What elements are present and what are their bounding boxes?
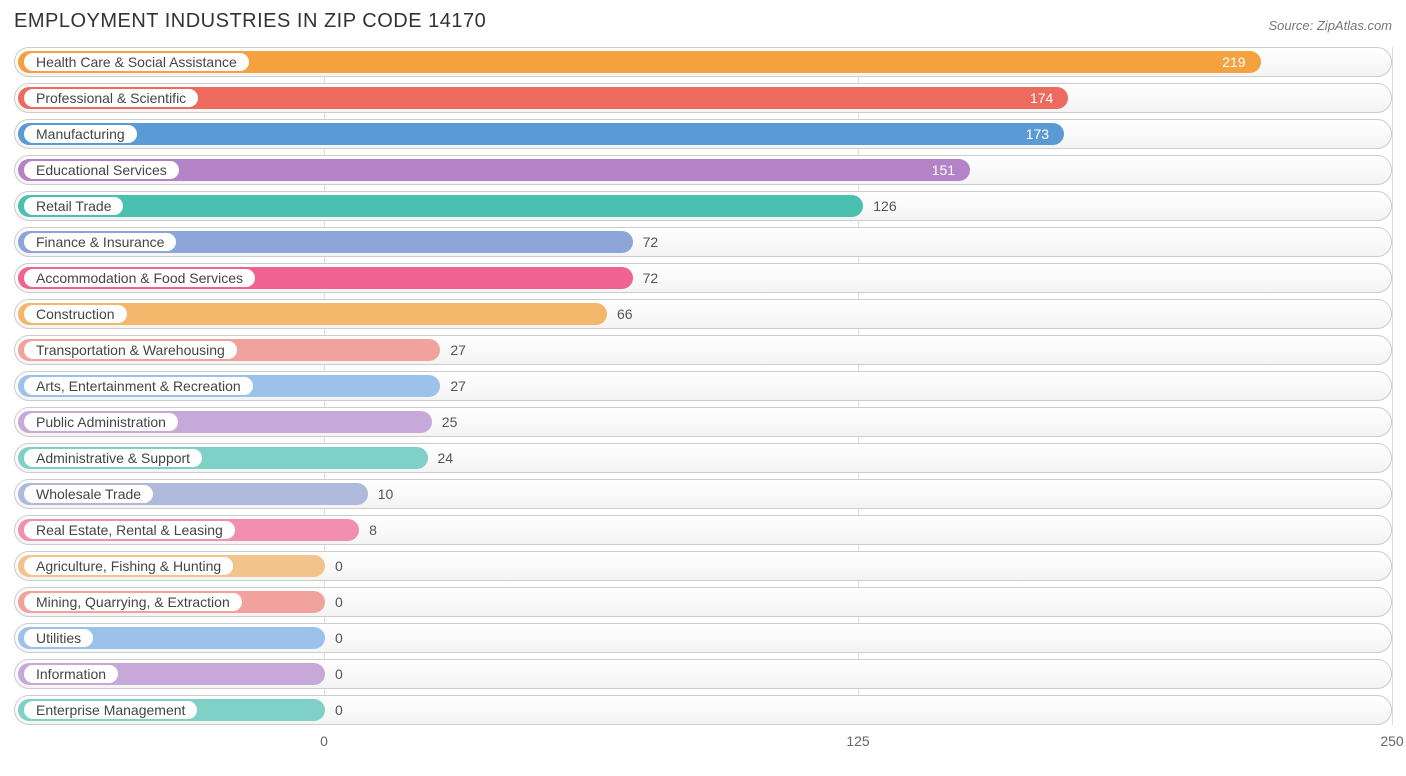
value-label: 0 (325, 624, 343, 652)
category-label: Enterprise Management (24, 701, 197, 719)
category-label: Agriculture, Fishing & Hunting (24, 557, 233, 575)
bar-row: Educational Services151 (14, 155, 1392, 185)
bar-row: Enterprise Management 0 (14, 695, 1392, 725)
value-label: 173 (15, 120, 1061, 148)
bar-row: Public Administration 25 (14, 407, 1392, 437)
bar-row: Wholesale Trade 10 (14, 479, 1392, 509)
chart-source: Source: ZipAtlas.com (1268, 18, 1392, 33)
bar-row: Transportation & Warehousing 27 (14, 335, 1392, 365)
bar-row: Health Care & Social Assistance219 (14, 47, 1392, 77)
value-label: 0 (325, 696, 343, 724)
value-label: 126 (863, 192, 896, 220)
category-label: Mining, Quarrying, & Extraction (24, 593, 242, 611)
bar-row: Administrative & Support 24 (14, 443, 1392, 473)
bar-row: Professional & Scientific174 (14, 83, 1392, 113)
value-label: 0 (325, 660, 343, 688)
bar-row: Information 0 (14, 659, 1392, 689)
value-label: 24 (428, 444, 454, 472)
bar-row: Finance & Insurance 72 (14, 227, 1392, 257)
category-label: Retail Trade (24, 197, 123, 215)
chart-area: Health Care & Social Assistance219 Profes… (14, 47, 1392, 753)
value-label: 25 (432, 408, 458, 436)
category-label: Utilities (24, 629, 93, 647)
bar-row: Accommodation & Food Services 72 (14, 263, 1392, 293)
category-label: Finance & Insurance (24, 233, 176, 251)
value-label: 27 (440, 372, 466, 400)
gridline (1392, 47, 1393, 725)
bar-row: Mining, Quarrying, & Extraction 0 (14, 587, 1392, 617)
chart-title: EMPLOYMENT INDUSTRIES IN ZIP CODE 14170 (14, 10, 486, 33)
category-label: Administrative & Support (24, 449, 202, 467)
bar-row: Agriculture, Fishing & Hunting 0 (14, 551, 1392, 581)
axis-tick: 250 (1380, 733, 1403, 749)
value-label: 72 (633, 264, 659, 292)
category-label: Construction (24, 305, 127, 323)
category-label: Real Estate, Rental & Leasing (24, 521, 235, 539)
value-label: 0 (325, 552, 343, 580)
bar-row: Arts, Entertainment & Recreation 27 (14, 371, 1392, 401)
category-label: Wholesale Trade (24, 485, 153, 503)
chart-header: EMPLOYMENT INDUSTRIES IN ZIP CODE 14170 … (14, 10, 1392, 33)
axis-tick: 0 (320, 733, 328, 749)
bar-row: Construction 66 (14, 299, 1392, 329)
x-axis: 0125250 (14, 731, 1392, 753)
value-label: 174 (15, 84, 1065, 112)
axis-tick: 125 (846, 733, 869, 749)
value-label: 27 (440, 336, 466, 364)
bar-row: Retail Trade 126 (14, 191, 1392, 221)
value-label: 10 (368, 480, 394, 508)
value-label: 72 (633, 228, 659, 256)
value-label: 66 (607, 300, 633, 328)
category-label: Information (24, 665, 118, 683)
category-label: Transportation & Warehousing (24, 341, 237, 359)
bar-row: Utilities 0 (14, 623, 1392, 653)
category-label: Accommodation & Food Services (24, 269, 255, 287)
value-label: 219 (15, 48, 1258, 76)
value-label: 151 (15, 156, 967, 184)
value-label: 8 (359, 516, 377, 544)
bars-container: Health Care & Social Assistance219 Profes… (14, 47, 1392, 725)
category-label: Arts, Entertainment & Recreation (24, 377, 253, 395)
bar-row: Manufacturing173 (14, 119, 1392, 149)
bar-row: Real Estate, Rental & Leasing 8 (14, 515, 1392, 545)
value-label: 0 (325, 588, 343, 616)
bar-fill (18, 195, 863, 217)
category-label: Public Administration (24, 413, 178, 431)
